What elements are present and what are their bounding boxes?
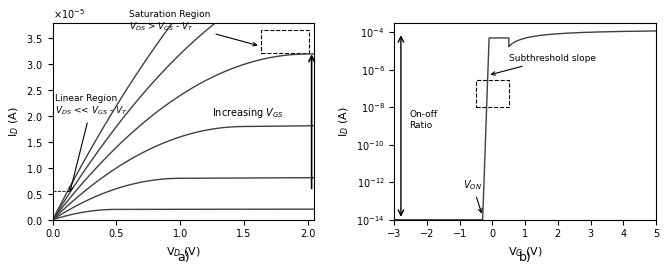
Bar bbox=[260, 30, 309, 53]
Y-axis label: I$_D$ (A): I$_D$ (A) bbox=[7, 106, 21, 137]
Y-axis label: I$_D$ (A): I$_D$ (A) bbox=[337, 106, 350, 137]
Text: a): a) bbox=[177, 251, 190, 264]
X-axis label: V$_G$ (V): V$_G$ (V) bbox=[507, 245, 543, 259]
Text: $V_{ON}$: $V_{ON}$ bbox=[463, 178, 482, 213]
Text: Linear Region
$V_{DS}$ << $V_{GS}$ - $V_T$: Linear Region $V_{DS}$ << $V_{GS}$ - $V_… bbox=[55, 94, 128, 191]
Bar bbox=[476, 79, 509, 107]
Text: Increasing $V_{GS}$: Increasing $V_{GS}$ bbox=[212, 106, 284, 120]
Text: Saturation Region
$V_{DS}$ > $V_{GS}$ - $V_T$: Saturation Region $V_{DS}$ > $V_{GS}$ - … bbox=[129, 10, 256, 46]
X-axis label: V$_D$ (V): V$_D$ (V) bbox=[166, 245, 201, 259]
Text: On-off
Ratio: On-off Ratio bbox=[409, 110, 437, 130]
Text: Subthreshold slope: Subthreshold slope bbox=[492, 54, 596, 75]
Text: b): b) bbox=[519, 251, 531, 264]
